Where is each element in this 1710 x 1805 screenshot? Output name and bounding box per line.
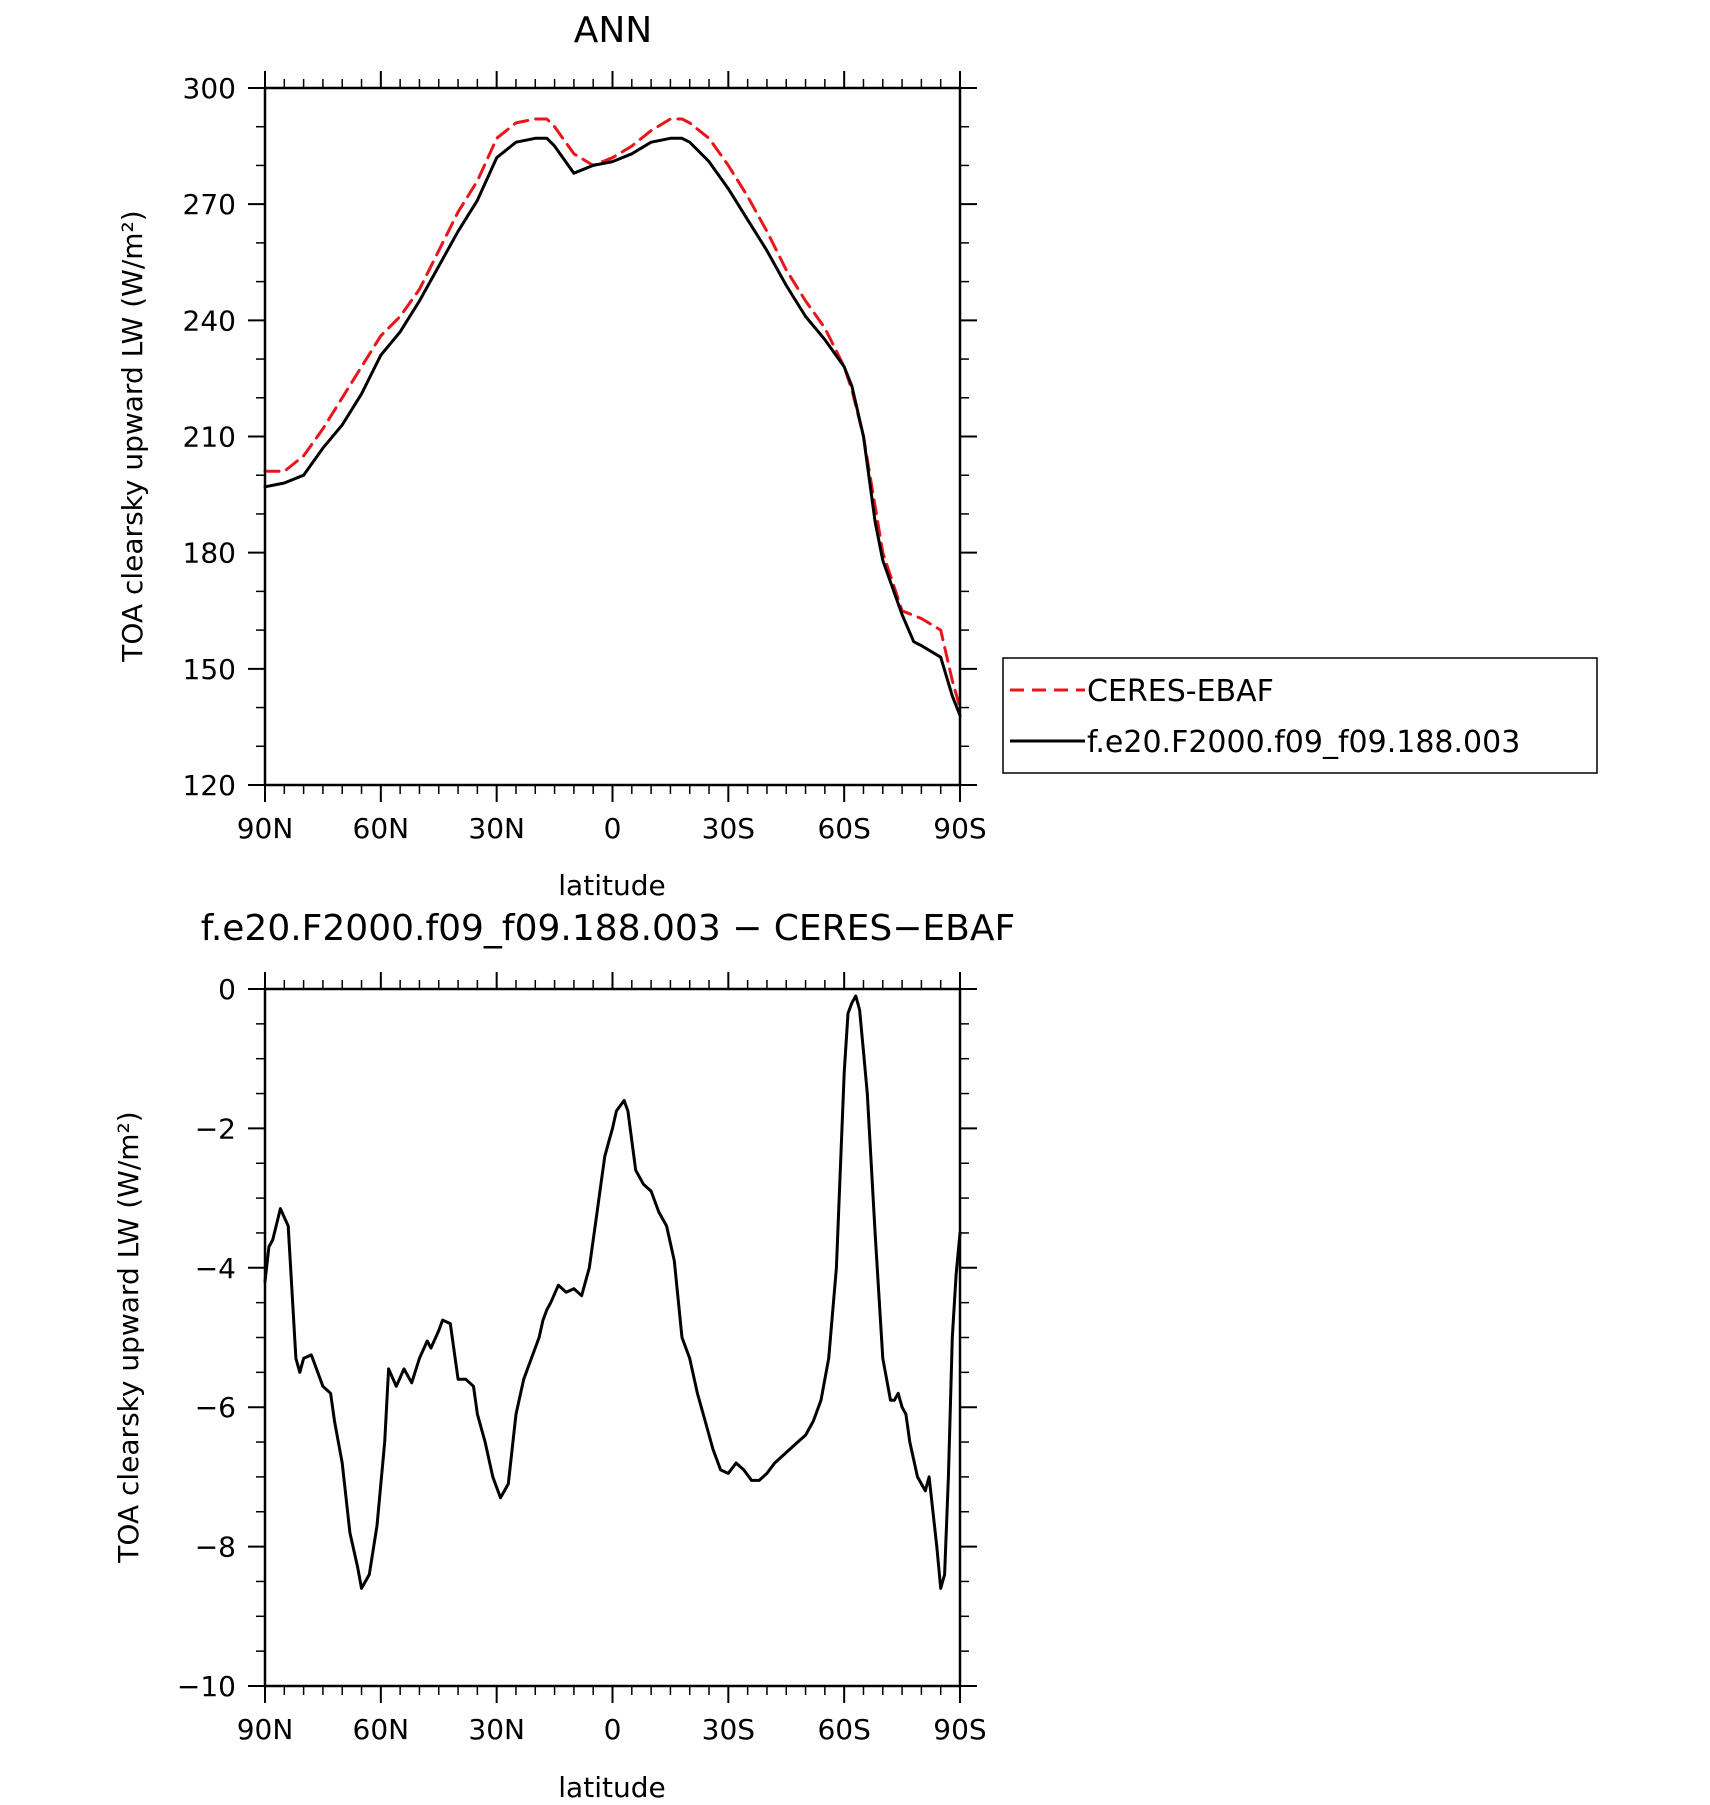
- y-tick-label: −2: [195, 1112, 236, 1145]
- y-tick-label: 210: [183, 421, 236, 454]
- legend-box: [1002, 657, 1598, 774]
- top-chart-ticks: [248, 71, 977, 802]
- x-tick-label: 0: [604, 1713, 622, 1746]
- y-tick-label: 180: [183, 537, 236, 570]
- bottom-chart-tick-labels: 90N 60N 30N 0 30S 60S 90S −10 −8 −6 −4 −2 0: [177, 973, 987, 1746]
- x-tick-label: 60S: [817, 812, 870, 845]
- y-tick-label: 150: [183, 653, 236, 686]
- series-line-f-e20-f2000-f09-f09-188-003: [263, 136, 962, 717]
- bottom-chart-frame: [263, 987, 962, 1688]
- x-tick-label: 90N: [237, 812, 294, 845]
- top-chart-series: [263, 117, 962, 717]
- y-tick-label: −4: [195, 1252, 236, 1285]
- bottom-chart: f.e20.F2000.f09_f09.188.003 − CERES−EBAF…: [112, 908, 1015, 1804]
- top-chart-xlabel: latitude: [558, 869, 665, 902]
- x-tick-label: 90S: [933, 1713, 986, 1746]
- x-tick-label: 90S: [933, 812, 986, 845]
- x-tick-label: 60N: [353, 812, 410, 845]
- y-tick-label: 300: [183, 72, 236, 105]
- top-chart-tick-labels: 90N 60N 30N 0 30S 60S 90S 120 150 180 210 240 270 300: [183, 72, 987, 845]
- y-tick-label: −10: [177, 1670, 236, 1703]
- y-tick-label: 120: [183, 769, 236, 802]
- difference-line: [263, 994, 962, 1590]
- bottom-chart-ticks: [248, 972, 977, 1703]
- x-tick-label: 30S: [702, 1713, 755, 1746]
- x-tick-label: 0: [604, 812, 622, 845]
- legend: CERES-EBAF f.e20.F2000.f09_f09.188.003: [1002, 657, 1598, 774]
- y-tick-label: 240: [183, 304, 236, 337]
- bottom-chart-ylabel: TOA clearsky upward LW (W/m²): [112, 1111, 145, 1563]
- y-tick-label: −8: [195, 1531, 236, 1564]
- x-tick-label: 60N: [353, 1713, 410, 1746]
- top-chart-ylabel: TOA clearsky upward LW (W/m²): [116, 210, 149, 662]
- bottom-chart-series: [263, 994, 962, 1590]
- top-chart: ANN 90N 60N 30N 0 30S 60S 90S 120 150 180 210 240 27…: [116, 10, 987, 902]
- top-chart-title: ANN: [574, 10, 653, 51]
- y-tick-label: 0: [218, 973, 236, 1006]
- series-line-ceres-ebaf: [263, 117, 962, 710]
- x-tick-label: 30N: [468, 1713, 525, 1746]
- x-tick-label: 30S: [702, 812, 755, 845]
- bottom-chart-title: f.e20.F2000.f09_f09.188.003 − CERES−EBAF: [201, 908, 1015, 949]
- top-chart-frame: [263, 86, 962, 787]
- x-tick-label: 30N: [468, 812, 525, 845]
- legend-label-model: f.e20.F2000.f09_f09.188.003: [1087, 725, 1520, 760]
- legend-label-ceres: CERES-EBAF: [1087, 674, 1274, 709]
- y-tick-label: 270: [183, 188, 236, 221]
- x-tick-label: 60S: [817, 1713, 870, 1746]
- y-tick-label: −6: [195, 1391, 236, 1424]
- x-tick-label: 90N: [237, 1713, 294, 1746]
- bottom-chart-xlabel: latitude: [558, 1771, 665, 1804]
